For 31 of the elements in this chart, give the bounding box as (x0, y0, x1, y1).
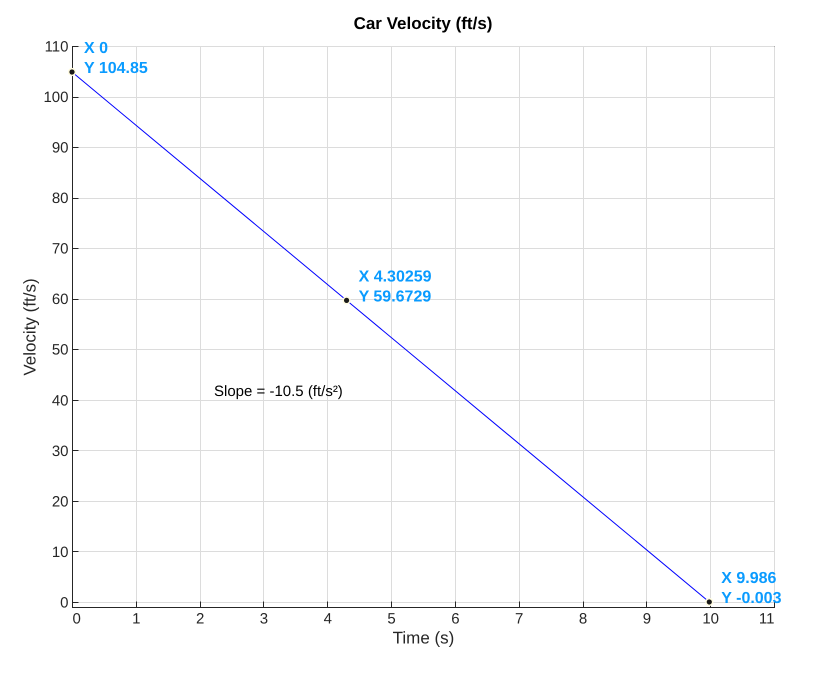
x-tick-label: 7 (515, 610, 524, 628)
x-tick-label: 5 (387, 610, 396, 628)
annotation: X 0 Y 104.85 (84, 40, 148, 78)
x-axis-title: Time (s) (392, 628, 454, 648)
y-tick-label: 10 (52, 544, 68, 561)
x-tick-label: 10 (702, 610, 720, 628)
x-tick-label: 6 (451, 610, 460, 628)
y-tick-label: 80 (52, 190, 68, 208)
y-tick-label: 100 (43, 89, 68, 106)
chart-title: Car Velocity (ft/s) (354, 14, 492, 33)
x-tick-label: 0 (72, 610, 81, 628)
x-tick-label: 11 (758, 610, 774, 628)
x-tick-label: 4 (324, 610, 332, 628)
annotation: X 9.986 Y -0.003 (721, 570, 782, 607)
annotation: Slope = -10.5 (ft/s²) (214, 383, 343, 400)
y-tick-label: 40 (52, 392, 68, 410)
y-tick-label: 110 (44, 38, 68, 56)
x-tick-label: 2 (196, 610, 204, 628)
x-tick-label: 8 (578, 610, 588, 628)
x-tick-label: 1 (132, 610, 140, 628)
y-tick-label: 20 (52, 493, 68, 510)
x-tick-label: 9 (642, 610, 652, 628)
annotation: X 4.30259 Y 59.6729 (358, 268, 432, 306)
y-tick-label: 0 (60, 594, 68, 612)
y-tick-label: 90 (52, 140, 68, 157)
y-tick-label: 60 (52, 291, 68, 308)
y-tick-label: 50 (52, 342, 68, 359)
y-tick-label: 70 (52, 240, 68, 258)
x-tick-label: 3 (260, 610, 268, 628)
y-tick-label: 30 (52, 442, 68, 460)
y-axis-title: Velocity (ft/s) (20, 278, 40, 376)
